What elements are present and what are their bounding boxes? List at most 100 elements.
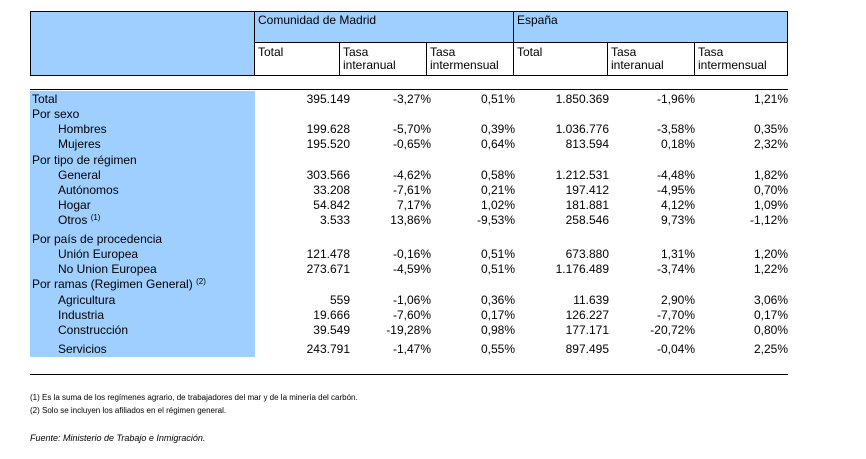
row-label: Unión Europea <box>58 247 138 262</box>
column-header-line: Total <box>258 45 284 59</box>
row-label: Por ramas (Regimen General) (2) <box>32 277 206 292</box>
table-cell: 0,35% <box>753 122 788 136</box>
header-divider <box>607 42 608 76</box>
row-label-text: Unión Europea <box>58 247 139 261</box>
row-label-text: Hogar <box>58 198 91 212</box>
table-cell: 54.842 <box>313 198 350 212</box>
table-cell: 0,58% <box>480 168 515 182</box>
table-row: Autónomos 33.208 -7,61% 0,21% 197.412 -4,95% 0… <box>30 183 790 198</box>
column-header-line: Tasa <box>611 45 637 59</box>
column-header-line: Total <box>517 45 543 59</box>
table-cell: -0,65% <box>392 137 431 151</box>
header-group-espana: España <box>517 13 558 27</box>
row-label-text: Por tipo de régimen <box>32 153 137 167</box>
table-cell: -7,61% <box>392 183 431 197</box>
table-cell: 395.149 <box>306 92 350 106</box>
row-label-text: Por ramas (Regimen General) <box>32 277 193 291</box>
table-row: Hombres 199.628 -5,70% 0,39% 1.036.776 -3,58%… <box>30 122 790 137</box>
table-row: General 303.566 -4,62% 0,58% 1.212.531 -4,48%… <box>30 168 790 183</box>
row-label: Por tipo de régimen <box>32 153 137 168</box>
table-cell: 673.880 <box>565 247 609 261</box>
row-label: No Union Europea <box>58 262 157 277</box>
table-cell: -20,72% <box>650 323 695 337</box>
table-cell: 0,80% <box>753 323 788 337</box>
table-cell: 1,82% <box>753 168 788 182</box>
row-label-text: Por país de procedencia <box>32 232 163 246</box>
row-label: Total <box>32 92 57 107</box>
row-label-text: No Union Europea <box>58 262 157 276</box>
table-cell: 2,25% <box>753 342 788 356</box>
table-cell: 0,36% <box>480 293 515 307</box>
table-cell: 273.671 <box>306 262 350 276</box>
table-cell: 33.208 <box>313 183 350 197</box>
table-cell: 1,31% <box>660 247 695 261</box>
table-cell: 0,64% <box>480 137 515 151</box>
header-divider <box>339 42 340 76</box>
table-cell: 243.791 <box>306 342 350 356</box>
table-cell: 0,98% <box>480 323 515 337</box>
source-note: Fuente: Ministerio de Trabajo e Inmigrac… <box>30 433 206 443</box>
table-row: Otros (1) 3.533 13,86% -9,53% 258.546 9,73% -1… <box>30 213 790 228</box>
table-cell: 2,32% <box>753 137 788 151</box>
table-cell: -1,12% <box>749 213 788 227</box>
table-cell: 258.546 <box>565 213 609 227</box>
row-label-text: Otros <box>58 213 88 227</box>
table-cell: -7,70% <box>656 308 695 322</box>
table-cell: 0,55% <box>480 342 515 356</box>
table-cell: 0,51% <box>480 262 515 276</box>
table-cell: 3.533 <box>319 213 350 227</box>
row-label-column <box>30 91 255 357</box>
table-cell: -3,74% <box>656 262 695 276</box>
header-mid-line <box>255 42 788 43</box>
table-cell: 121.478 <box>306 247 350 261</box>
column-header: Total <box>517 46 542 59</box>
row-label-text: General <box>58 168 101 182</box>
table-cell: 0,70% <box>753 183 788 197</box>
table-cell: 0,18% <box>660 137 695 151</box>
table-cell: 19.666 <box>313 308 350 322</box>
row-label: Mujeres <box>58 137 101 152</box>
row-label-text: Servicios <box>58 342 107 356</box>
column-header-line: intermensual <box>698 58 767 72</box>
column-header-line: interanual <box>611 58 664 72</box>
table-cell: -4,59% <box>392 262 431 276</box>
row-label: General <box>58 168 101 183</box>
table-row: Servicios 243.791 -1,47% 0,55% 897.495 -0,04%… <box>30 342 790 357</box>
table-cell: 13,86% <box>390 213 431 227</box>
table-row: Total 395.149 -3,27% 0,51% 1.850.369 -1,96% 1,… <box>30 92 790 107</box>
table-row: Hogar 54.842 7,17% 1,02% 181.881 4,12% 1,09% <box>30 198 790 213</box>
table-cell: -4,48% <box>656 168 695 182</box>
table-cell: -3,27% <box>392 92 431 106</box>
header-madrid-bg <box>255 12 513 42</box>
row-label-text: Construcción <box>58 323 129 337</box>
footnote-marker: (2) <box>196 277 206 286</box>
column-header: Tasa interanual <box>611 46 664 72</box>
table-cell: 0,51% <box>480 247 515 261</box>
table-cell: 897.495 <box>565 342 609 356</box>
row-label: Autónomos <box>58 183 119 198</box>
column-header: Tasa intermensual <box>430 46 499 72</box>
table-row: Agricultura 559 -1,06% 0,36% 11.639 2,90% 3,06… <box>30 293 790 308</box>
table-cell: -5,70% <box>392 122 431 136</box>
table-row: Mujeres 195.520 -0,65% 0,64% 813.594 0,18% 2,3… <box>30 137 790 152</box>
table-cell: 0,21% <box>480 183 515 197</box>
column-header: Tasa interanual <box>343 46 396 72</box>
table-cell: 11.639 <box>573 293 609 307</box>
footnote-2: (2) Solo se incluyen los afiliados en el… <box>30 406 227 415</box>
table-row: Por tipo de régimen <box>30 153 790 168</box>
table-cell: -4,95% <box>656 183 695 197</box>
row-label: Industria <box>58 308 104 323</box>
header-divider <box>694 42 695 76</box>
row-label-text: Mujeres <box>58 137 101 151</box>
table-cell: 1.212.531 <box>555 168 609 182</box>
row-label: Por sexo <box>32 107 79 122</box>
column-header-line: interanual <box>343 58 396 72</box>
table-cell: 0,17% <box>480 308 515 322</box>
header-divider <box>787 11 788 76</box>
table-cell: 1,02% <box>480 198 515 212</box>
table-cell: -1,96% <box>656 92 695 106</box>
body-top-line <box>30 89 788 90</box>
table-cell: 0,39% <box>480 122 515 136</box>
header-divider <box>254 11 255 76</box>
table-cell: 1.036.776 <box>555 122 609 136</box>
